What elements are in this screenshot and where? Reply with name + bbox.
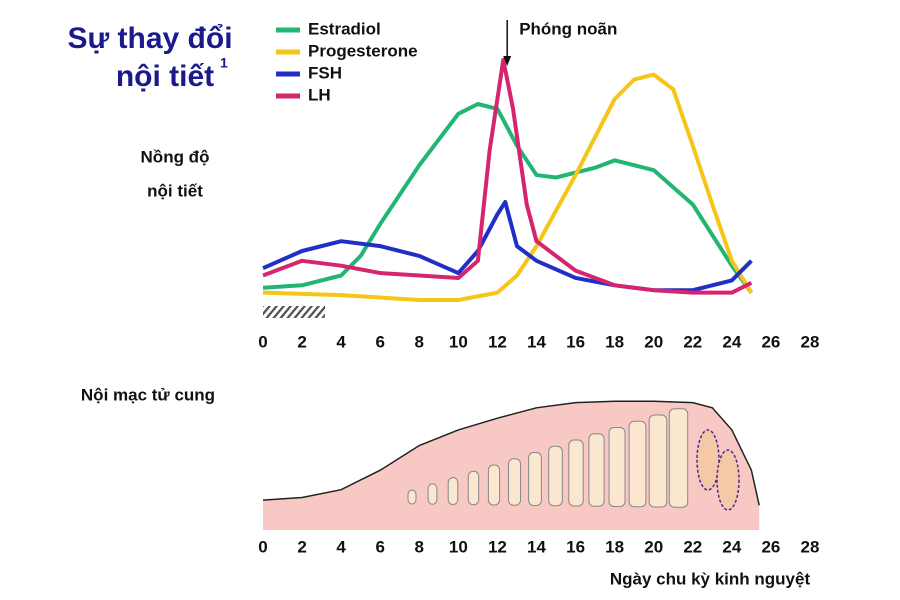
menstruation-hatch	[263, 306, 325, 318]
gland	[568, 439, 584, 507]
gland	[487, 464, 501, 506]
gland	[427, 483, 438, 505]
gland	[548, 445, 563, 507]
legend-label: FSH	[308, 63, 342, 82]
y-axis-label: Nồng độ	[141, 147, 210, 166]
x-tick-label: 24	[722, 537, 741, 556]
chart-title-line: nội tiết	[116, 60, 214, 93]
x-tick-label: 2	[297, 332, 306, 351]
x-tick-label: 18	[605, 537, 624, 556]
x-tick-label: 2	[297, 537, 306, 556]
gland	[528, 452, 542, 506]
gland	[508, 458, 521, 506]
endometrium-outline	[262, 400, 760, 506]
x-tick-label: 4	[336, 332, 346, 351]
x-tick-label: 20	[644, 332, 663, 351]
series-line	[262, 57, 753, 295]
gland	[716, 449, 740, 511]
title-superscript: 1	[220, 55, 228, 71]
x-tick-label: 0	[258, 332, 267, 351]
x-tick-label: 12	[488, 332, 507, 351]
annotation: Phóng noãn	[519, 19, 617, 38]
y-axis-label: nội tiết	[147, 181, 203, 200]
x-tick-label: 0	[258, 537, 267, 556]
x-tick-label: 8	[415, 537, 424, 556]
legend-label: LH	[308, 85, 331, 104]
annotation-arrowhead	[503, 56, 512, 66]
gland	[407, 489, 417, 505]
x-tick-label: 8	[415, 332, 424, 351]
x-tick-label: 6	[375, 332, 384, 351]
gland	[608, 427, 626, 507]
gland	[447, 477, 459, 505]
x-tick-label: 22	[683, 332, 702, 351]
gland	[648, 414, 668, 508]
gland	[696, 429, 720, 491]
legend-label: Estradiol	[308, 19, 381, 38]
legend-label: Progesterone	[308, 41, 418, 60]
x-tick-label: 16	[566, 537, 585, 556]
x-tick-label: 28	[801, 537, 820, 556]
gland	[467, 470, 480, 506]
x-tick-label: 12	[488, 537, 507, 556]
x-tick-label: 26	[761, 537, 780, 556]
series-line	[262, 102, 754, 294]
gland	[668, 408, 689, 508]
panel-title: Nội mạc tử cung	[81, 385, 215, 404]
x-tick-label: 14	[527, 332, 546, 351]
chart-title-line: Sự thay đổi	[67, 22, 232, 55]
x-tick-label: 20	[644, 537, 663, 556]
x-tick-label: 4	[336, 537, 346, 556]
x-tick-label: 24	[722, 332, 741, 351]
gland	[588, 433, 605, 507]
x-tick-label: 28	[801, 332, 820, 351]
x-tick-label: 10	[449, 332, 468, 351]
x-tick-label: 10	[449, 537, 468, 556]
series-line	[262, 72, 754, 302]
x-tick-label: 18	[605, 332, 624, 351]
x-tick-label: 6	[375, 537, 384, 556]
gland	[628, 420, 647, 508]
x-tick-label: 16	[566, 332, 585, 351]
x-tick-label: 14	[527, 537, 546, 556]
x-axis-label: Ngày chu kỳ kinh nguyệt	[610, 569, 811, 588]
x-tick-label: 22	[683, 537, 702, 556]
x-tick-label: 26	[761, 332, 780, 351]
